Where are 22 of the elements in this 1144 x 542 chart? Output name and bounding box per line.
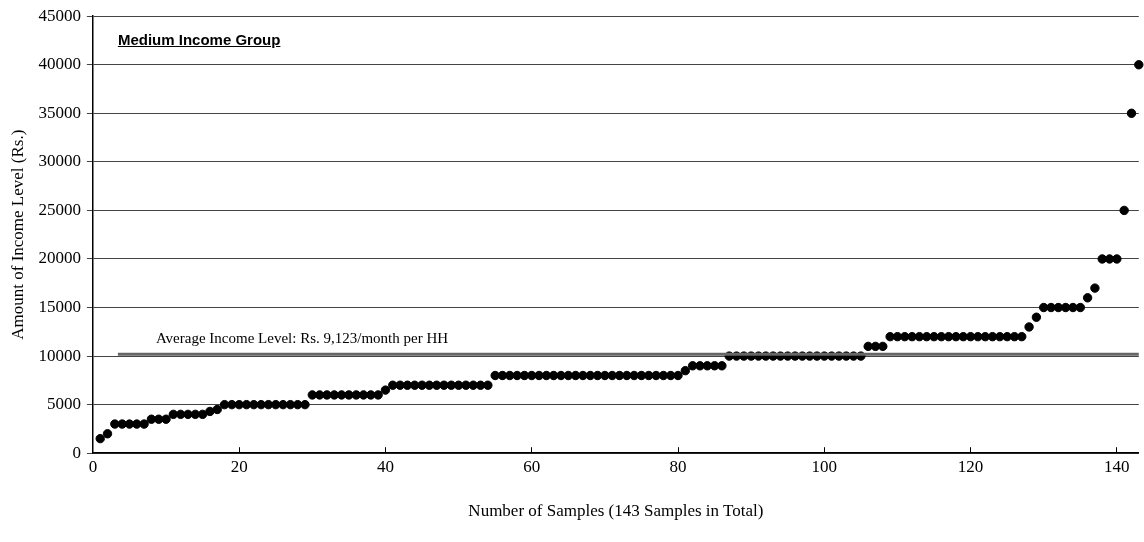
x-tick-label: 80 [669, 456, 687, 476]
y-tick-label: 45000 [38, 5, 81, 25]
y-tick-label: 25000 [38, 199, 81, 219]
y-tick-label: 35000 [38, 102, 81, 122]
ref-line-label: Average Income Level: Rs. 9,123/month per HH [155, 329, 449, 346]
x-tick-label: 100 [811, 456, 838, 476]
text: Medium Income Group [117, 31, 281, 49]
x-tick-label: 0 [88, 456, 98, 476]
y-tick-label: 30000 [38, 151, 81, 171]
y-tick-label: 15000 [38, 297, 81, 316]
y-tick-label: 5000 [46, 394, 81, 414]
x-tick-label: 60 [523, 456, 541, 476]
y-tick-label: 20000 [38, 248, 81, 268]
x-tick-label: 20 [230, 456, 248, 476]
y-tick-label: 0 [72, 442, 81, 462]
x-tick-label: 140 [1104, 456, 1130, 476]
x-tick-label: 120 [957, 456, 984, 476]
y-tick-label: 10000 [38, 345, 81, 365]
x-axis-title: Number of Samples (143 Samples in Total) [468, 501, 764, 521]
y-axis-title: Amount of Income Level (Rs.) [7, 129, 27, 340]
x-tick-label: 40 [376, 456, 394, 476]
y-tick-label: 40000 [38, 54, 81, 74]
